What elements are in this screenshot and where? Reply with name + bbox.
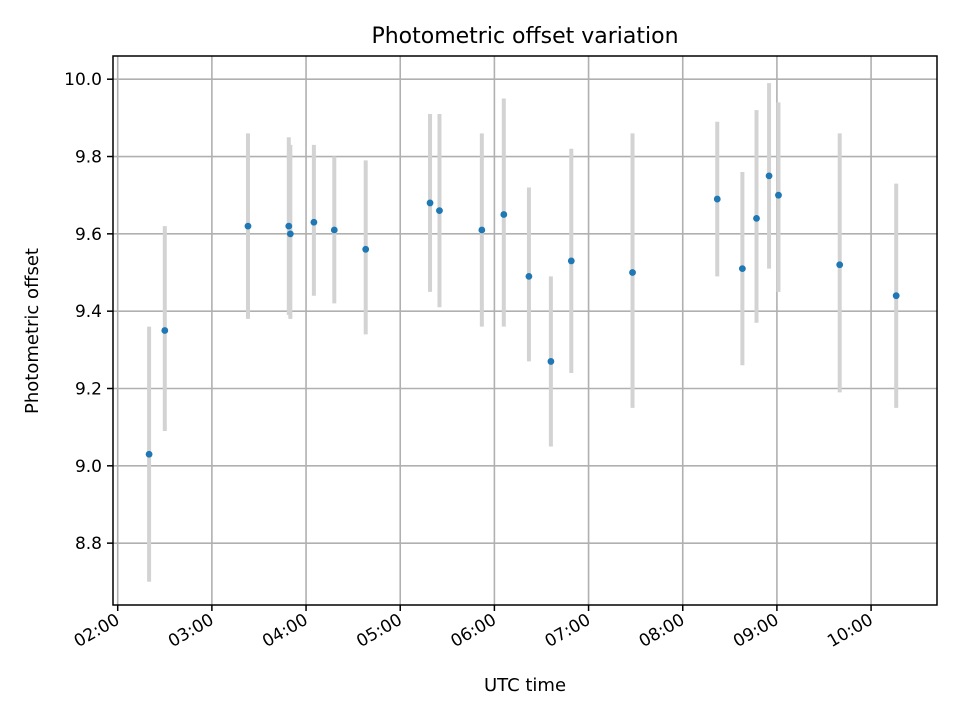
data-point — [775, 191, 782, 199]
data-point — [629, 269, 636, 276]
x-axis-ticks: 02:00 03:00 04:00 05:00 06:00 07:00 08:00 09:00… — [71, 605, 877, 652]
x-tick-label: 02:00 — [71, 610, 123, 652]
y-tick-label: 9.6 — [75, 225, 102, 245]
x-tick-label: 04:00 — [259, 610, 311, 652]
x-axis-label: UTC time — [484, 675, 566, 696]
y-tick-label: 8.8 — [75, 534, 102, 554]
data-point — [286, 230, 294, 238]
data-point — [161, 327, 169, 334]
x-tick-label: 09:00 — [730, 610, 782, 652]
data-point — [547, 358, 555, 365]
data-point — [436, 207, 443, 215]
error-bars — [147, 83, 899, 582]
data-points — [145, 172, 900, 458]
data-point — [836, 261, 844, 269]
data-point — [330, 226, 338, 234]
x-tick-label: 08:00 — [636, 610, 688, 652]
data-point — [567, 257, 575, 265]
data-point — [362, 245, 370, 253]
y-tick-label: 9.0 — [75, 457, 102, 477]
grid — [113, 56, 937, 605]
x-tick-label: 03:00 — [165, 610, 217, 652]
data-point — [713, 195, 721, 203]
y-axis-ticks: 8.8 9.0 9.2 9.4 9.6 9.8 10.0 — [64, 70, 113, 554]
data-point — [738, 265, 746, 273]
data-point — [145, 450, 153, 458]
x-tick-label: 07:00 — [542, 610, 594, 652]
data-point — [765, 172, 773, 180]
data-point — [525, 272, 533, 280]
data-point — [244, 222, 252, 230]
y-tick-label: 9.2 — [75, 379, 102, 399]
x-tick-label: 06:00 — [447, 610, 499, 652]
plot-frame — [112, 55, 938, 606]
data-point — [478, 226, 486, 234]
data-point — [892, 292, 900, 300]
data-point — [426, 199, 434, 207]
y-tick-label: 10.0 — [64, 70, 102, 90]
y-tick-label: 9.8 — [75, 148, 102, 168]
x-tick-label: 10:00 — [824, 610, 876, 652]
data-point — [753, 214, 760, 222]
data-point — [500, 211, 508, 218]
chart-title: Photometric offset variation — [371, 24, 678, 49]
y-axis-label: Photometric offset — [22, 248, 43, 414]
data-point — [310, 218, 318, 226]
data-point — [285, 222, 293, 230]
x-tick-label: 05:00 — [353, 610, 405, 652]
y-tick-label: 9.4 — [75, 302, 102, 322]
